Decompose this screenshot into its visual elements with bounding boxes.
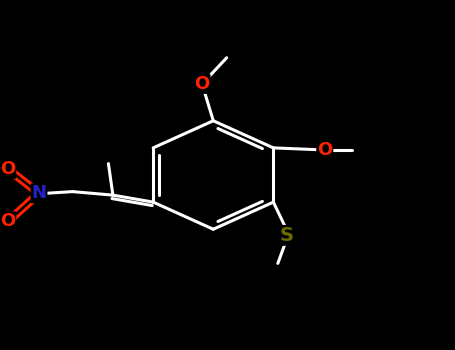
Text: N: N [31,184,46,202]
Text: O: O [317,141,333,159]
Text: O: O [0,212,15,230]
Text: O: O [194,75,210,93]
Text: O: O [0,160,15,178]
Text: S: S [280,226,294,245]
